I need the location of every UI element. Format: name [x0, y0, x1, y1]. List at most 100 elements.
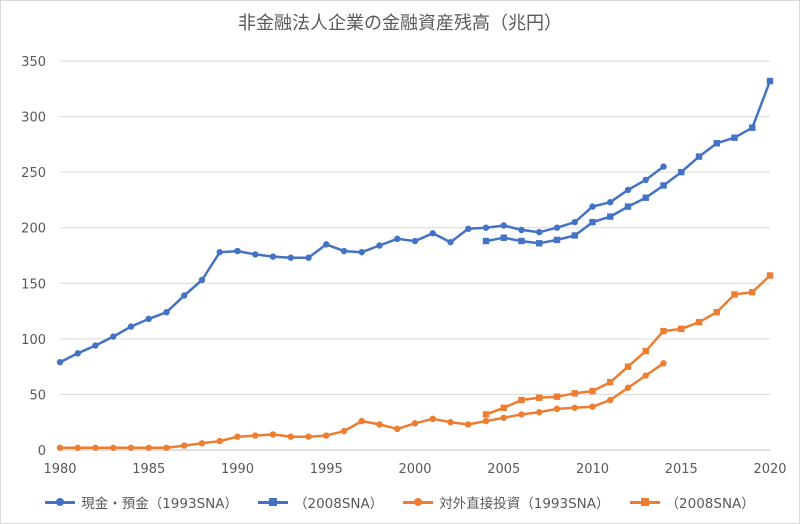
data-point: [74, 444, 81, 451]
data-point: [145, 444, 152, 451]
data-point: [340, 247, 348, 255]
data-point: [678, 325, 685, 333]
y-tick-label: 100: [21, 333, 46, 348]
data-point: [181, 292, 188, 299]
data-point: [482, 224, 490, 231]
data-point: [518, 226, 525, 234]
y-tick-label: 150: [21, 277, 46, 292]
data-point: [553, 236, 561, 244]
data-point: [358, 248, 365, 256]
data-point: [536, 228, 543, 236]
data-point: [269, 253, 277, 260]
legend: 現金・預金（1993SNA） （2008SNA） 対外直接投資（1993SNA） （2…: [0, 489, 800, 515]
x-tick-label: 2015: [665, 462, 698, 477]
data-point: [731, 134, 738, 141]
series-layer: [56, 77, 774, 451]
legend-item: （2008SNA）: [629, 492, 755, 512]
data-point: [92, 342, 99, 349]
data-point: [536, 240, 543, 247]
y-tick-label: 300: [21, 111, 46, 126]
data-point: [571, 232, 578, 239]
data-point: [198, 440, 206, 447]
data-point: [642, 372, 649, 379]
data-point: [252, 251, 259, 258]
data-point: [411, 420, 419, 427]
series-line: [59, 165, 665, 364]
x-tick-label: 1980: [43, 462, 76, 477]
data-point: [447, 238, 454, 246]
data-point: [500, 414, 507, 421]
data-point: [482, 411, 490, 418]
data-point: [56, 358, 64, 366]
data-point: [269, 431, 277, 438]
data-point: [163, 308, 170, 316]
data-point: [695, 318, 703, 326]
data-point: [713, 140, 720, 147]
legend-item: 現金・預金（1993SNA）: [45, 492, 238, 512]
data-point: [447, 419, 454, 426]
data-point: [465, 225, 472, 233]
data-point: [642, 194, 649, 201]
data-point: [287, 433, 294, 440]
data-point: [624, 186, 632, 194]
data-point: [482, 237, 490, 245]
data-point: [216, 248, 223, 256]
data-point: [553, 405, 561, 413]
data-point: [92, 444, 99, 451]
legend-label: （2008SNA）: [293, 496, 384, 512]
y-tick-label: 350: [21, 55, 46, 70]
x-tick-label: 1995: [310, 462, 343, 477]
data-point: [607, 213, 614, 220]
data-point: [553, 393, 561, 400]
data-point: [678, 168, 685, 176]
legend-swatch: [45, 497, 76, 507]
data-point: [571, 218, 578, 226]
y-tick-label: 50: [29, 388, 46, 403]
data-point: [216, 437, 223, 445]
data-point: [607, 198, 614, 206]
series-line: [485, 80, 772, 245]
data-point: [660, 327, 667, 335]
legend-label: 対外直接投資（1993SNA）: [439, 496, 610, 512]
data-point: [518, 237, 525, 245]
series-2: [56, 360, 667, 451]
data-point: [589, 218, 596, 226]
data-point: [749, 288, 756, 296]
data-point: [323, 432, 330, 439]
data-point: [56, 444, 64, 451]
data-point: [642, 176, 649, 184]
data-point: [376, 242, 383, 249]
data-point: [305, 433, 312, 440]
data-point: [749, 124, 756, 131]
data-point: [500, 404, 507, 411]
data-point: [766, 77, 774, 85]
legend-swatch: [403, 497, 434, 507]
data-point: [340, 427, 348, 435]
data-point: [731, 291, 738, 298]
data-point: [766, 272, 774, 279]
data-point: [358, 417, 365, 425]
legend-swatch: [629, 497, 660, 507]
data-point: [429, 230, 436, 237]
legend-item: 対外直接投資（1993SNA）: [403, 492, 610, 512]
legend-label: （2008SNA）: [665, 496, 755, 512]
x-tick-label: 2010: [576, 462, 609, 477]
data-point: [624, 203, 632, 210]
data-point: [287, 254, 294, 261]
data-point: [500, 234, 507, 241]
data-point: [518, 396, 525, 404]
data-point: [571, 404, 578, 411]
data-point: [713, 308, 720, 316]
data-point: [376, 421, 383, 428]
data-point: [145, 315, 152, 323]
series-1: [482, 77, 774, 247]
y-tick-label: 250: [21, 166, 46, 181]
series-0: [56, 163, 667, 366]
data-point: [589, 203, 596, 210]
data-point: [607, 379, 614, 386]
data-point: [305, 254, 312, 261]
x-tick-label: 2005: [487, 462, 520, 477]
data-point: [571, 390, 578, 397]
data-point: [660, 163, 667, 170]
